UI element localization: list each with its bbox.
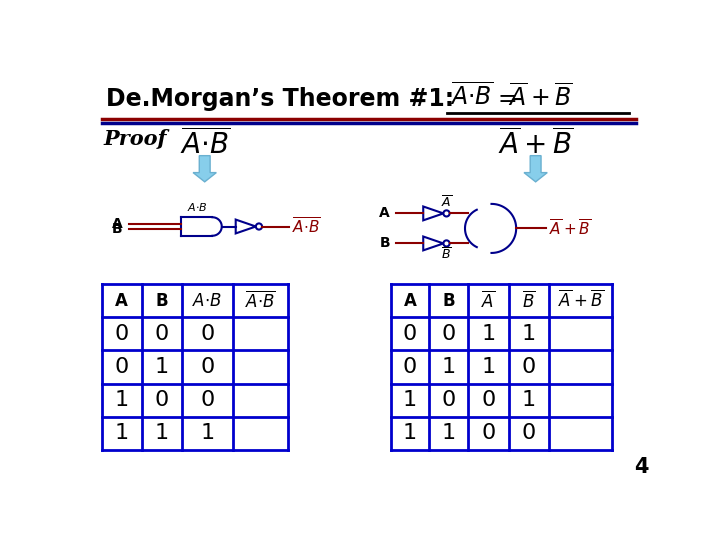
Text: Proof: Proof: [104, 130, 168, 150]
Polygon shape: [524, 156, 547, 182]
Text: $\overline{B}$: $\overline{B}$: [522, 291, 536, 311]
Text: 0: 0: [155, 390, 169, 410]
Text: 1: 1: [521, 390, 536, 410]
Text: 1: 1: [155, 357, 169, 377]
Text: 0: 0: [403, 324, 417, 344]
Text: B: B: [379, 237, 390, 251]
Text: 0: 0: [200, 324, 215, 344]
Text: $\overline{B}$: $\overline{B}$: [441, 246, 451, 262]
Text: 0: 0: [441, 390, 456, 410]
Text: 0: 0: [481, 423, 495, 443]
Text: $\overline{A}+\overline{B}$: $\overline{A}+\overline{B}$: [508, 83, 573, 111]
Text: 0: 0: [441, 324, 456, 344]
Polygon shape: [423, 206, 444, 220]
Circle shape: [444, 240, 449, 247]
Text: 4: 4: [634, 457, 649, 477]
Text: $\overline{A{\cdot}B}$: $\overline{A{\cdot}B}$: [245, 291, 276, 311]
Text: 0: 0: [481, 390, 495, 410]
Text: B: B: [156, 292, 168, 310]
Text: $\overline{A}+\overline{B}$: $\overline{A}+\overline{B}$: [498, 128, 573, 160]
Text: $\overline{A{\cdot}B}$: $\overline{A{\cdot}B}$: [179, 129, 230, 160]
Text: 1: 1: [481, 357, 495, 377]
Text: A: A: [115, 292, 128, 310]
Text: 1: 1: [521, 324, 536, 344]
Text: A: A: [404, 292, 416, 310]
Text: $A{\cdot}B$: $A{\cdot}B$: [186, 201, 207, 213]
Polygon shape: [423, 237, 444, 251]
Text: $\overline{A{\cdot}B}$: $\overline{A{\cdot}B}$: [292, 217, 320, 237]
Text: 0: 0: [155, 324, 169, 344]
Text: 1: 1: [114, 423, 129, 443]
Text: 1: 1: [442, 423, 456, 443]
Text: De.Morgan’s Theorem #1:: De.Morgan’s Theorem #1:: [106, 87, 454, 111]
Text: 1: 1: [155, 423, 169, 443]
Circle shape: [256, 224, 262, 230]
Text: $\overline{A}$: $\overline{A}$: [441, 195, 452, 211]
Text: $\overline{A}+\overline{B}$: $\overline{A}+\overline{B}$: [557, 290, 603, 312]
Text: 0: 0: [200, 357, 215, 377]
Polygon shape: [235, 220, 256, 233]
Text: $\overline{A}$: $\overline{A}$: [481, 291, 495, 311]
Text: 1: 1: [403, 423, 417, 443]
Polygon shape: [193, 156, 216, 182]
Text: 0: 0: [200, 390, 215, 410]
Text: 1: 1: [114, 390, 129, 410]
Text: 0: 0: [403, 357, 417, 377]
Text: 1: 1: [481, 324, 495, 344]
Text: 1: 1: [200, 423, 215, 443]
Text: A: A: [379, 206, 390, 220]
Text: 1: 1: [442, 357, 456, 377]
Text: 0: 0: [521, 423, 536, 443]
Text: 0: 0: [521, 357, 536, 377]
Text: 1: 1: [403, 390, 417, 410]
Text: 0: 0: [114, 357, 129, 377]
Text: $\overline{A{\cdot}B}$: $\overline{A{\cdot}B}$: [451, 84, 493, 111]
Text: $\overline{A}+\overline{B}$: $\overline{A}+\overline{B}$: [549, 218, 591, 239]
Text: B: B: [443, 292, 455, 310]
Text: 0: 0: [114, 324, 129, 344]
Circle shape: [444, 211, 449, 217]
Text: $=$: $=$: [493, 85, 517, 109]
Text: A: A: [112, 217, 122, 231]
Text: $A{\cdot}B$: $A{\cdot}B$: [192, 292, 222, 310]
Text: B: B: [112, 222, 122, 236]
